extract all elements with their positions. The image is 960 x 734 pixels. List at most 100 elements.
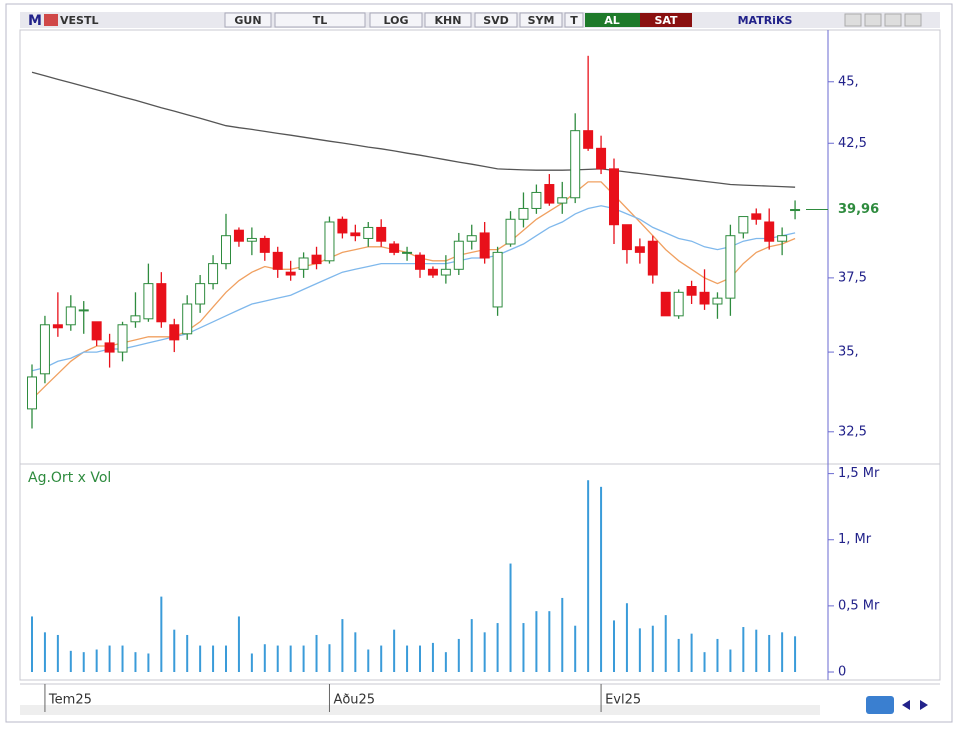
window-button[interactable] — [884, 13, 902, 27]
volume-bar — [121, 645, 124, 672]
candle-body — [492, 251, 503, 308]
candle-body — [298, 257, 309, 270]
volume-bar — [522, 623, 525, 672]
candle-body — [427, 268, 438, 276]
toolbar-button[interactable] — [224, 12, 272, 28]
toolbar-button-label[interactable]: TL — [313, 14, 328, 27]
volume-bar — [625, 603, 628, 672]
buy-button[interactable] — [585, 13, 640, 27]
toolbar-button-label[interactable]: T — [570, 14, 578, 27]
toolbar-button-label[interactable]: KHN — [435, 14, 462, 27]
candle-body — [259, 237, 270, 253]
volume-bar — [483, 632, 486, 672]
volume-bar — [393, 629, 396, 672]
toolbar-button[interactable] — [274, 12, 366, 28]
candle-body — [790, 209, 801, 212]
volume-bar — [225, 645, 227, 672]
toolbar-button-label[interactable]: SYM — [528, 14, 555, 27]
x-tick-label: Aðu25 — [333, 693, 375, 708]
toolbar-button-label[interactable]: SVD — [483, 14, 509, 27]
toolbar-button-label[interactable]: LOG — [384, 14, 409, 27]
volume-bar — [496, 623, 499, 672]
candle-body — [130, 315, 141, 323]
volume-bar — [755, 629, 758, 672]
candle-body — [208, 263, 219, 285]
candle-body — [156, 283, 167, 323]
candle-body — [78, 309, 89, 312]
y-tick-label: 45, — [838, 74, 859, 89]
y-tick-label: 0 — [838, 665, 846, 680]
volume-bar — [419, 645, 421, 672]
candle-body — [686, 286, 697, 296]
candle-body — [634, 246, 645, 253]
candle-body — [660, 291, 671, 317]
candle-body — [751, 213, 762, 220]
logo: M — [28, 13, 42, 29]
candle-body — [233, 229, 244, 242]
candle-body — [285, 271, 296, 276]
volume-bar — [380, 645, 383, 672]
scrollbar[interactable] — [20, 705, 820, 715]
candle-body — [65, 306, 76, 326]
candle-body — [415, 254, 425, 270]
sell-label[interactable]: SAT — [654, 14, 678, 27]
y-tick-label: 32,5 — [838, 424, 867, 439]
volume-bar — [664, 615, 667, 672]
volume-bar — [289, 645, 292, 672]
candle-body — [479, 232, 490, 259]
volume-bar — [794, 636, 797, 672]
volume-bar — [638, 628, 641, 672]
volume-bar — [703, 652, 706, 672]
volume-bar — [742, 627, 745, 672]
toolbar-button[interactable] — [519, 12, 563, 28]
volume-bar — [561, 597, 564, 672]
symbol[interactable]: VESTL — [60, 14, 98, 27]
volume-bar — [276, 645, 279, 672]
moving-average — [31, 205, 796, 372]
y-tick-label: 37,5 — [838, 270, 867, 285]
candle-body — [363, 226, 374, 239]
brand: MATRiKS — [738, 14, 793, 27]
volume-bar — [82, 652, 85, 672]
window-button[interactable] — [864, 13, 882, 27]
volume-bar — [406, 645, 409, 672]
window-button[interactable] — [844, 13, 862, 27]
refresh-button[interactable] — [866, 696, 894, 714]
candle-body — [647, 240, 658, 276]
candle-body — [570, 130, 581, 199]
toolbar-button[interactable] — [564, 12, 584, 28]
window-button[interactable] — [904, 13, 922, 27]
candle-body — [169, 324, 180, 341]
toolbar-button-label[interactable]: GUN — [234, 14, 261, 27]
volume-bar — [574, 625, 577, 672]
volume-bar — [108, 645, 111, 672]
toolbar-button[interactable] — [474, 12, 518, 28]
window-frame — [5, 3, 953, 723]
toolbar-button[interactable] — [424, 12, 472, 28]
x-tick-label: Tem25 — [48, 693, 92, 708]
volume-bar — [69, 650, 72, 672]
candle-body — [505, 218, 516, 245]
volume-bar — [237, 616, 240, 672]
volume-bar — [535, 611, 538, 672]
buy-label[interactable]: AL — [604, 14, 620, 27]
y-tick-label: 1, Mr — [838, 532, 872, 547]
volume-bar — [600, 486, 603, 672]
volume-bar — [212, 645, 215, 672]
y-tick-label: 35, — [838, 345, 859, 360]
toolbar-button[interactable] — [369, 12, 423, 28]
volume-bar — [690, 633, 693, 672]
candle-body — [738, 216, 749, 234]
volume-bar — [431, 642, 434, 672]
volume-bar — [768, 634, 771, 672]
volume-bar — [263, 644, 266, 672]
volume-bar — [354, 632, 357, 672]
volume-bar — [367, 649, 370, 672]
sell-button[interactable] — [640, 13, 692, 27]
candle-body — [143, 283, 154, 320]
candle-body — [350, 232, 361, 237]
scroll-arrows[interactable] — [902, 700, 928, 710]
volume-bar — [160, 596, 163, 672]
volume-bar — [509, 563, 512, 672]
